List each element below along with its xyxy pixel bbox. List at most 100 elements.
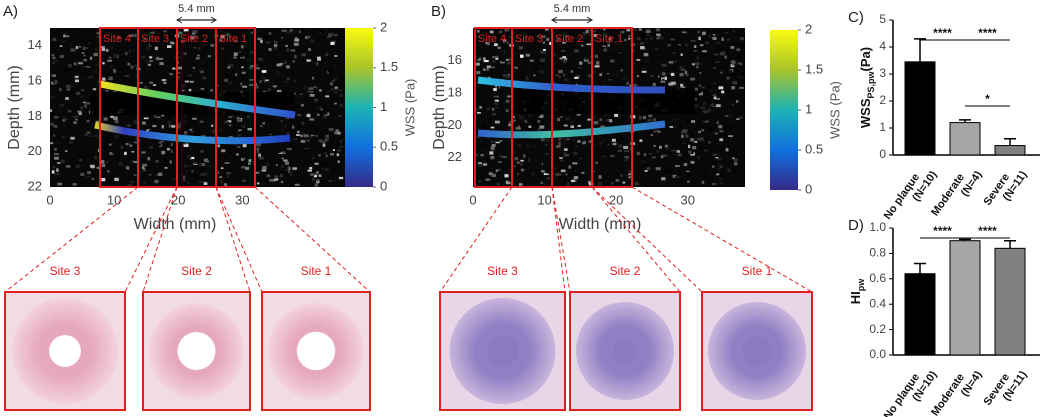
bar [949,122,981,156]
speckle [164,166,168,169]
speckle [505,109,509,113]
speckle [292,31,298,35]
speckle [737,64,742,68]
speckle [690,40,696,42]
speckle [490,155,495,160]
speckle [161,114,165,117]
speckle [168,77,172,81]
speckle [86,107,91,110]
speckle [331,40,336,44]
speckle [482,67,486,71]
speckle [330,87,335,91]
colorbar-tick-label: 0.5 [805,141,823,156]
speckle [485,42,490,45]
speckle [236,116,240,119]
speckle [576,75,581,78]
speckle [239,50,243,54]
speckle [716,173,720,176]
speckle [495,141,500,144]
speckle [137,176,141,180]
speckle [485,178,491,181]
speckle [127,124,131,127]
speckle [103,117,108,121]
speckle [581,172,585,174]
speckle [259,125,263,128]
speckle [323,151,328,155]
speckle [622,77,627,80]
speckle [504,28,510,32]
speckle [113,54,118,58]
speckle [167,165,170,170]
speckle [540,35,546,38]
speckle [188,86,191,90]
speckle [687,180,690,183]
speckle [586,43,592,46]
speckle [704,172,707,175]
speckle [81,89,85,92]
speckle [620,69,623,72]
speckle [581,137,585,140]
speckle [552,62,556,66]
speckle [491,66,495,69]
speckle [277,150,281,153]
speckle [183,29,189,32]
speckle [228,64,234,67]
speckle [515,36,519,39]
y-tick-label: 0 [879,147,886,161]
speckle [519,54,524,58]
speckle [574,49,579,53]
speckle [303,137,308,140]
speckle [189,80,194,83]
speckle [193,163,198,165]
speckle [574,56,577,60]
speckle [142,121,146,125]
speckle [288,170,291,174]
y-axis-label: Depth (mm) [6,65,23,149]
speckle [493,43,498,47]
speckle [110,115,114,119]
vessel-wall-lower [94,121,291,145]
speckle [636,65,640,69]
speckle [50,122,55,126]
speckle [225,33,230,37]
speckle [662,72,666,76]
speckle [91,179,97,183]
speckle [656,28,660,32]
speckle [545,179,549,182]
speckle [206,45,211,48]
speckle [492,183,497,185]
speckle [544,165,548,168]
speckle [187,74,193,77]
speckle [77,28,81,32]
speckle [684,43,689,47]
speckle [340,183,344,186]
speckle [228,124,232,127]
speckle [543,172,549,176]
speckle [494,99,499,102]
speckle [594,65,600,68]
speckle [633,122,638,125]
speckle [158,57,164,60]
speckle [192,32,195,35]
speckle [309,91,312,93]
speckle [262,165,267,170]
speckle [705,120,709,123]
speckle [679,116,684,120]
arrow-heads [176,16,217,24]
speckle [280,36,284,39]
speckle [643,153,647,157]
speckle [482,57,486,61]
speckle [65,97,69,100]
speckle [506,95,511,98]
histology-label: Site 3 [50,264,81,278]
panel-label: C) [848,9,864,26]
speckle [518,46,523,50]
speckle [75,118,78,121]
speckle [591,170,595,173]
speckle [659,36,664,40]
speckle [318,153,321,157]
speckle [564,148,568,151]
y-label-unit: (Pa) [858,47,873,72]
speckle [224,121,229,124]
speckle [505,99,510,103]
